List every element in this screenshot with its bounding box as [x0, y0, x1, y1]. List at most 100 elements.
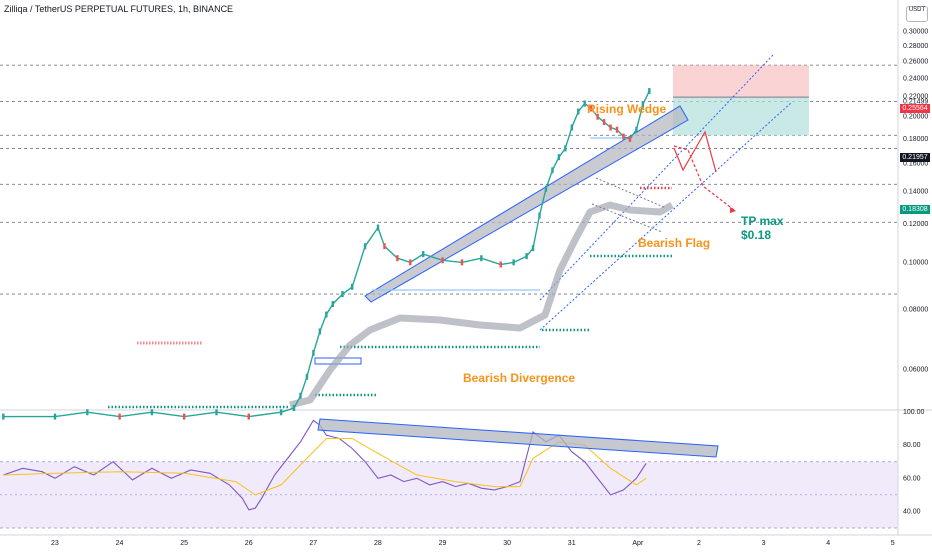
price-candle [641, 101, 645, 108]
price-candle [635, 126, 638, 133]
flag-lower [591, 203, 663, 233]
price-candle [564, 145, 567, 152]
price-candle [350, 283, 354, 290]
price-candle [376, 224, 380, 231]
price-candle [583, 100, 586, 107]
price-tick-label: 0.08000 [903, 306, 928, 313]
price-tick-label: 0.16000 [903, 161, 928, 168]
price-candle [460, 259, 464, 266]
price-candle [86, 409, 89, 416]
price-candle [538, 212, 541, 219]
chart-title: Zilliqa / TetherUS PERPETUAL FUTURES, 1h… [4, 4, 234, 14]
price-candle [325, 311, 328, 318]
time-tick-label: Apr [632, 540, 644, 547]
price-tick-label: 0.21499 [903, 99, 928, 106]
price-candle [557, 154, 561, 161]
price-candle [383, 243, 386, 250]
price-candle [53, 413, 57, 420]
tp-max-line2: $0.18 [741, 228, 772, 242]
time-tick-label: 3 [762, 540, 766, 547]
wedge-upper-dotted [539, 54, 774, 301]
price-candle [544, 185, 548, 192]
rising-wedge-label: Rising Wedge [587, 102, 667, 116]
tp-max-line1: TP max [741, 214, 784, 228]
price-candle [299, 392, 302, 399]
price-candle [150, 409, 154, 416]
price-candle [422, 251, 425, 258]
stop-loss-zone [673, 65, 809, 98]
price-candle [551, 167, 554, 174]
rsi-divergence-band [317, 418, 719, 458]
price-tick-label: 0.12000 [903, 221, 928, 228]
time-tick-label: 2 [697, 540, 701, 547]
price-tick-label: 0.06000 [903, 367, 928, 374]
price-tick-label: 0.14000 [903, 189, 928, 196]
price-candle [609, 124, 612, 131]
price-candle [331, 301, 334, 308]
price-tick-label: 0.20000 [903, 114, 928, 121]
price-candle [341, 291, 344, 298]
price-candle [531, 245, 535, 252]
time-tick-label: 24 [116, 540, 124, 547]
price-candle [247, 413, 250, 420]
price-candle [396, 255, 399, 262]
price-candle [499, 261, 502, 268]
price-candle [118, 413, 121, 420]
price-tick-label: 0.24000 [903, 75, 928, 82]
price-candle [622, 133, 625, 140]
price-candle [648, 88, 651, 95]
price-candle [409, 259, 412, 266]
time-tick-label: 28 [374, 540, 382, 547]
time-tick-label: 4 [826, 540, 830, 547]
time-tick-label: 30 [503, 540, 511, 547]
bearish-flag-label: Bearish Flag [638, 236, 711, 250]
price-candle [512, 259, 515, 266]
moving-average-band [289, 201, 674, 409]
price-candle [570, 124, 573, 131]
rsi-tick-label: 40.00 [903, 508, 921, 515]
bearish-divergence-label: Bearish Divergence [463, 371, 576, 385]
price-candle [183, 413, 186, 420]
price-candle [441, 257, 444, 264]
projection-solid [673, 130, 717, 173]
price-candle [596, 113, 599, 120]
price-candle [305, 373, 309, 380]
price-tick-label: 0.18000 [903, 136, 928, 143]
take-profit-zone [673, 97, 809, 136]
time-tick-label: 27 [309, 540, 317, 547]
price-candle [292, 405, 296, 411]
tp-max-label: TP max $0.18 [741, 214, 783, 242]
rsi-tick-label: 80.00 [903, 442, 921, 449]
time-tick-label: 25 [180, 540, 188, 547]
price-tick-label: 0.26000 [903, 59, 928, 66]
rsi-tick-label: 60.00 [903, 475, 921, 482]
current-price-tag: 0.21957 [900, 153, 930, 162]
time-tick-label: 29 [439, 540, 447, 547]
stop-price-tag: 0.25564 [900, 104, 930, 113]
price-candle [312, 349, 315, 356]
time-tick-label: 31 [568, 540, 576, 547]
price-candle [363, 243, 367, 250]
price-candle [318, 328, 322, 335]
price-candle [2, 413, 5, 420]
time-tick-label: 23 [51, 540, 59, 547]
price-candle [215, 409, 218, 416]
price-candle [615, 126, 619, 133]
price-candle [480, 255, 483, 262]
time-tick-label: 26 [245, 540, 253, 547]
target-price-tag: 0.18308 [900, 205, 930, 214]
price-tick-label: 0.22000 [903, 94, 928, 101]
time-tick-label: 5 [891, 540, 895, 547]
price-candle [577, 108, 580, 115]
price-candle [525, 253, 528, 260]
price-candle [589, 105, 593, 112]
price-candle [628, 135, 632, 142]
price-tick-label: 0.10000 [903, 259, 928, 266]
projection-arrow [730, 207, 736, 213]
price-tick-label: 0.28000 [903, 43, 928, 50]
price-candle [279, 409, 283, 416]
rising-wedge-band [364, 105, 689, 303]
currency-button[interactable]: USDT [906, 6, 928, 22]
